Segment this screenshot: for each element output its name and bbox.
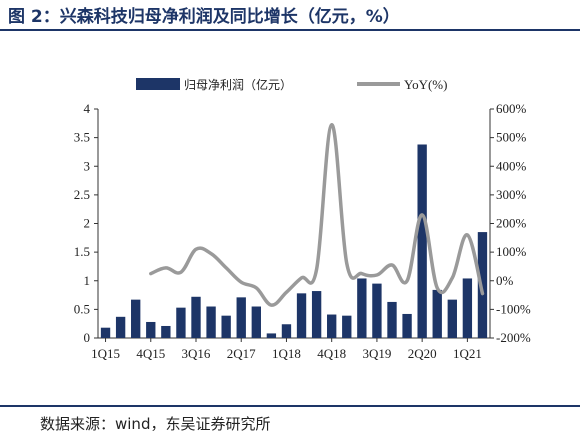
left-axis-tick-label: 3.5 bbox=[74, 130, 90, 145]
left-axis-tick-label: 1 bbox=[84, 273, 91, 288]
yoy-line bbox=[149, 122, 485, 307]
x-axis-tick-label: 2Q20 bbox=[408, 346, 437, 361]
legend-line-label: YoY(%) bbox=[404, 77, 447, 92]
x-axis-tick-label: 4Q18 bbox=[317, 346, 346, 361]
x-axis-tick-label: 3Q19 bbox=[362, 346, 391, 361]
bar-3Q18 bbox=[311, 291, 322, 338]
bar-4Q15 bbox=[146, 321, 156, 338]
right-axis-tick-label: 100% bbox=[496, 244, 527, 259]
bar-3Q15 bbox=[131, 299, 141, 338]
bar-1Q15 bbox=[100, 327, 111, 338]
bar-1Q16 bbox=[161, 325, 171, 338]
right-axis-tick-label: 500% bbox=[496, 130, 527, 145]
right-axis-tick-label: 200% bbox=[496, 216, 527, 231]
left-axis-tick-label: 2 bbox=[84, 216, 91, 231]
bar-3Q17 bbox=[251, 306, 261, 338]
bar-1Q17 bbox=[221, 315, 231, 338]
left-axis-tick-label: 0 bbox=[84, 330, 91, 345]
bar-series bbox=[100, 144, 488, 338]
bar-4Q16 bbox=[206, 306, 216, 338]
x-axis-tick-label: 1Q18 bbox=[272, 346, 301, 361]
x-axis-tick-label: 1Q21 bbox=[453, 346, 482, 361]
x-axis-tick-labels: 1Q15 4Q15 3Q16 2Q17 1Q18 4Q18 3Q19 2Q20 1Q21 bbox=[91, 346, 482, 361]
right-axis-tick-label: -100% bbox=[496, 301, 531, 316]
bar-3Q19 bbox=[372, 283, 382, 338]
right-axis-tick-labels: -200% -100% 0% 100% 200% 300% 400% 500% 600% bbox=[496, 101, 531, 345]
bar-1Q19 bbox=[342, 315, 352, 338]
x-axis-tick-label: 1Q15 bbox=[91, 346, 120, 361]
bar-1Q20 bbox=[402, 313, 412, 338]
bar-2Q19 bbox=[357, 278, 367, 338]
title-rule bbox=[0, 29, 580, 31]
bar-2Q17 bbox=[236, 297, 246, 338]
bar-4Q20 bbox=[447, 299, 457, 338]
left-axis-tick-label: 0.5 bbox=[74, 301, 90, 316]
bar-4Q17 bbox=[266, 333, 277, 338]
bar-1Q18 bbox=[281, 324, 292, 338]
data-source-note: 数据来源：wind，东吴证券研究所 bbox=[40, 415, 271, 433]
bar-2Q16 bbox=[176, 307, 186, 338]
bar-2Q15 bbox=[115, 316, 126, 338]
yoy-line-series bbox=[149, 122, 485, 307]
right-axis-tick-label: 300% bbox=[496, 187, 527, 202]
source-rule bbox=[0, 405, 580, 407]
bar-2Q21 bbox=[477, 232, 488, 338]
x-axis-tick-label: 4Q15 bbox=[136, 346, 165, 361]
bar-2Q18 bbox=[296, 293, 307, 338]
left-axis-tick-label: 4 bbox=[84, 101, 91, 116]
left-axis-tick-labels: 0 0.5 1 1.5 2 2.5 3 3.5 4 bbox=[74, 101, 91, 345]
x-axis-tick-label: 3Q16 bbox=[182, 346, 211, 361]
left-axis-tick-label: 1.5 bbox=[74, 244, 90, 259]
bar-2Q20 bbox=[417, 144, 427, 338]
left-axis-tick-label: 3 bbox=[84, 158, 91, 173]
right-axis-tick-label: 400% bbox=[496, 158, 527, 173]
right-axis-tick-label: -200% bbox=[496, 330, 531, 345]
right-axis-tick-label: 600% bbox=[496, 101, 527, 116]
x-axis-tick-label: 2Q17 bbox=[227, 346, 256, 361]
bar-3Q20 bbox=[432, 289, 442, 338]
bar-1Q21 bbox=[462, 278, 473, 338]
profit-chart: 归母净利润（亿元） YoY(%) 0 0.5 1 1.5 2 2.5 3 3.5 4 -200%… bbox=[74, 77, 531, 361]
chart-legend: 归母净利润（亿元） YoY(%) bbox=[136, 77, 447, 92]
legend-bar-swatch bbox=[136, 78, 180, 90]
bar-3Q16 bbox=[191, 296, 201, 338]
bar-4Q19 bbox=[387, 301, 397, 338]
left-axis-tick-label: 2.5 bbox=[74, 187, 90, 202]
right-axis-tick-label: 0% bbox=[496, 273, 514, 288]
figure-title: 图 2：兴森科技归母净利润及同比增长（亿元，%） bbox=[8, 7, 400, 27]
legend-bar-label: 归母净利润（亿元） bbox=[184, 77, 292, 92]
bar-4Q18 bbox=[327, 314, 337, 338]
